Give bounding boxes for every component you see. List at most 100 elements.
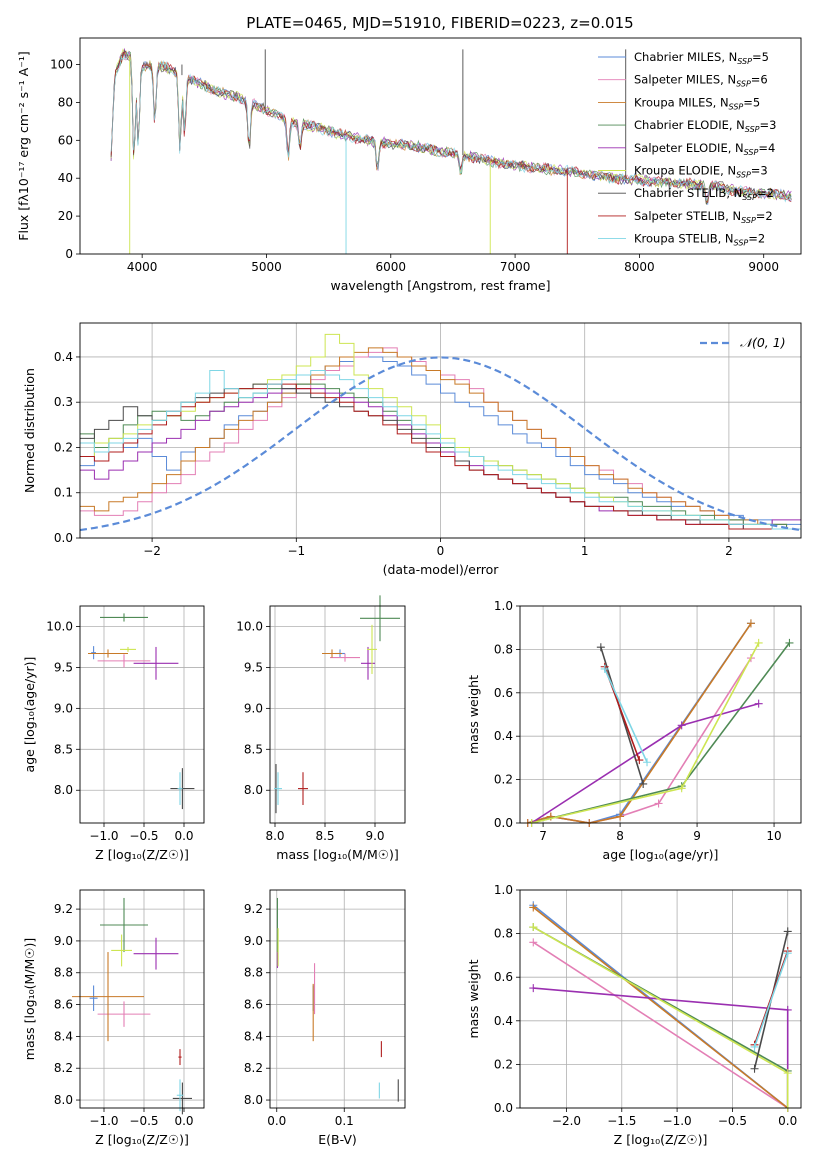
y-tick-label: 0.2 — [494, 773, 513, 787]
weight-marker-kroupa-stelib — [783, 949, 792, 958]
y-tick-label: 0.0 — [54, 531, 73, 545]
plot-frame — [79, 37, 802, 255]
y-tick-label: 8.2 — [54, 1061, 73, 1075]
weight-lines-massweight_vs_age — [523, 619, 794, 827]
errorbars-mass_vs_Z — [72, 897, 192, 1115]
x-tick-label: −1.0 — [89, 829, 118, 843]
x-tick-label: 8 — [616, 829, 624, 843]
legend-label-main: Chabrier MILES, N — [634, 50, 737, 64]
y-tick-label: 8.6 — [54, 998, 73, 1012]
plot-frame — [519, 889, 802, 1109]
x-tick-label: 7 — [539, 829, 547, 843]
y-tick-label: 8.0 — [244, 783, 263, 797]
x-axis-label: (data-model)/error — [383, 562, 500, 577]
x-tick-label: 1 — [581, 544, 589, 558]
weight-line-kroupa-elodie — [532, 926, 789, 1108]
x-tick-label: −1.5 — [607, 1114, 636, 1128]
histogram-kroupa-stelib — [80, 370, 801, 530]
y-axis-label: Flux [fλ10⁻¹⁷ erg cm⁻² s⁻¹ A⁻¹] — [16, 51, 31, 240]
axes-spectrum — [76, 64, 765, 258]
legend-label-main: Salpeter ELODIE, N — [634, 141, 744, 155]
weight-marker-kroupa-miles — [746, 619, 755, 628]
weight-line-kroupa-stelib — [603, 668, 648, 763]
x-tick-label: 0.0 — [174, 829, 193, 843]
weight-marker-salpeter-elodie — [677, 721, 686, 730]
legend-label-sub: SSP — [744, 148, 759, 157]
x-tick-label: 9.0 — [365, 829, 384, 843]
axes-age_vs_Z — [76, 606, 204, 827]
legend-label: Chabrier ELODIE, NSSP=3 — [634, 118, 776, 134]
weight-line-salpeter-elodie — [531, 702, 759, 824]
x-tick-label: −0.5 — [718, 1114, 747, 1128]
weight-line-kroupa-miles — [527, 622, 752, 824]
y-tick-label: 10.0 — [46, 619, 73, 633]
y-tick-label: 9.0 — [244, 934, 263, 948]
weight-marker-kroupa-elodie — [754, 638, 763, 647]
legend-label-sub: SSP — [745, 125, 760, 134]
y-tick-label: 0 — [65, 247, 73, 261]
y-tick-label: 0.6 — [494, 686, 513, 700]
y-tick-label: 80 — [58, 95, 73, 109]
x-tick-label: 9000 — [748, 260, 779, 274]
weight-marker-chabrier-stelib — [783, 927, 792, 936]
x-axis-label: wavelength [Angstrom, rest frame] — [330, 278, 550, 293]
plot-frame — [269, 605, 406, 824]
x-tick-label: −1 — [287, 544, 305, 558]
weight-line-salpeter-miles — [532, 941, 789, 1109]
weight-marker-chabrier-stelib — [639, 779, 648, 788]
legend-label-end: =3 — [751, 164, 768, 178]
x-tick-label: 6000 — [376, 260, 407, 274]
y-tick-label: 9.2 — [244, 902, 263, 916]
weight-marker-salpeter-miles — [654, 799, 663, 808]
plot-frame — [79, 889, 205, 1109]
weight-marker-kroupa-elodie — [529, 923, 538, 932]
legend-label-end: =5 — [743, 95, 760, 109]
weight-line-kroupa-miles — [532, 906, 789, 1109]
legend-label: Kroupa ELODIE, NSSP=3 — [634, 164, 768, 180]
x-tick-label: 0 — [437, 544, 445, 558]
legend-label-end: =2 — [748, 232, 765, 246]
weight-marker-kroupa-miles — [529, 903, 538, 912]
errorbars-mass_vs_ebv — [276, 897, 399, 1102]
axes-residuals — [76, 323, 801, 542]
x-axis-label: Z [log₁₀(Z/Z☉)] — [95, 1132, 189, 1147]
weight-lines-massweight_vs_Z — [529, 901, 792, 1112]
x-tick-label: −0.5 — [129, 829, 158, 843]
x-tick-label: −1.0 — [663, 1114, 692, 1128]
legend-label-end: =3 — [760, 118, 777, 132]
x-tick-label: 0.0 — [267, 1114, 286, 1128]
y-tick-label: 8.5 — [54, 742, 73, 756]
x-tick-label: 8.0 — [265, 829, 284, 843]
legend-label-sub: SSP — [742, 193, 757, 202]
spectrum-line-kroupa-stelib — [110, 51, 792, 203]
axes-massweight_vs_Z — [516, 889, 801, 1112]
weight-marker-kroupa-stelib — [643, 758, 652, 767]
axes-mass_vs_ebv — [266, 890, 405, 1112]
legend-label-normal: 𝒩(0, 1) — [740, 335, 786, 350]
y-tick-label: 9.0 — [244, 701, 263, 715]
axes-mass_vs_Z — [76, 890, 204, 1112]
y-axis-label: age [log₁₀(age/yr)] — [22, 657, 37, 773]
x-tick-label: 0.0 — [778, 1114, 797, 1128]
histogram-kroupa-miles — [80, 347, 801, 530]
weight-marker-kroupa-elodie — [783, 1069, 792, 1078]
legend-label: Salpeter ELODIE, NSSP=4 — [634, 141, 775, 157]
weight-marker-kroupa-elodie — [677, 784, 686, 793]
plot-frame — [79, 605, 205, 824]
errorbars-age_vs_Z — [88, 613, 195, 810]
legend-label: Chabrier MILES, NSSP=5 — [634, 50, 769, 66]
y-tick-label: 0.2 — [494, 1057, 513, 1071]
weight-line-kroupa-stelib — [753, 952, 789, 1048]
histogram-salpeter-stelib — [80, 383, 801, 530]
x-tick-label: −2.0 — [552, 1114, 581, 1128]
x-tick-label: 0.0 — [174, 1114, 193, 1128]
y-tick-label: 9.0 — [54, 934, 73, 948]
legend-label: Kroupa MILES, NSSP=5 — [634, 95, 760, 111]
x-tick-label: 7000 — [500, 260, 531, 274]
legend-label-sub: SSP — [736, 171, 751, 180]
legend-label-main: Kroupa MILES, N — [634, 95, 729, 109]
legend-label-sub: SSP — [741, 216, 756, 225]
y-tick-label: 0.4 — [494, 729, 513, 743]
legend-label-sub: SSP — [734, 239, 749, 248]
weight-marker-salpeter-stelib — [635, 756, 644, 765]
